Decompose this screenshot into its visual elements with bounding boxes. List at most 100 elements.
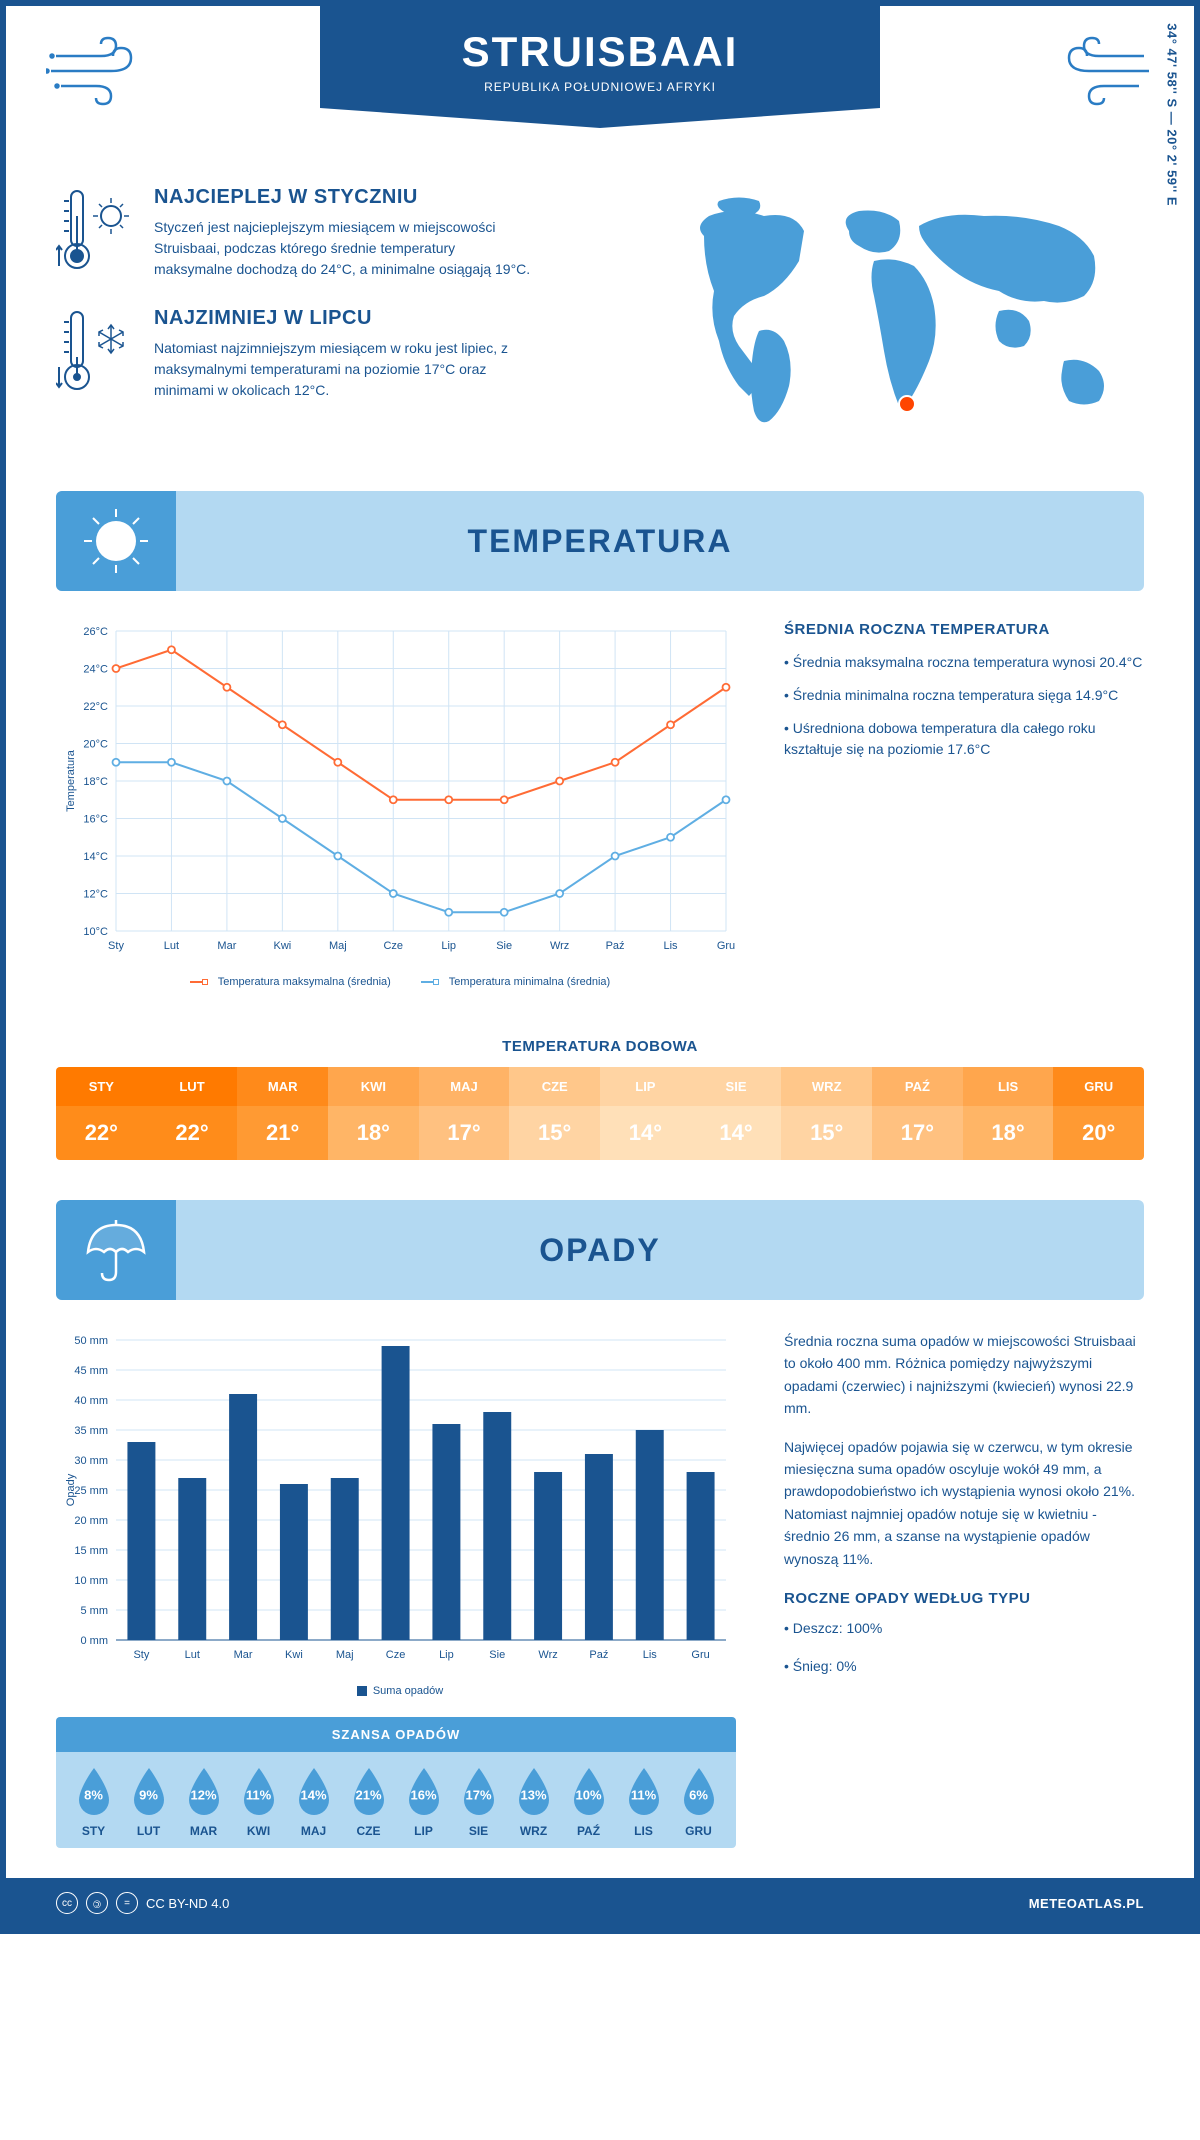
daily-temp-table: STY 22° LUT 22° MAR 21° KWI 18° MAJ 17° … xyxy=(56,1067,1144,1160)
raindrop-icon: 12% xyxy=(183,1766,225,1818)
intro-section: NAJCIEPLEJ W STYCZNIU Styczeń jest najci… xyxy=(6,176,1194,481)
svg-text:Gru: Gru xyxy=(717,940,735,952)
svg-text:Cze: Cze xyxy=(383,940,403,952)
temp-summary-heading: ŚREDNIA ROCZNA TEMPERATURA xyxy=(784,621,1144,638)
footer: cc 🄯 = CC BY-ND 4.0 METEOATLAS.PL xyxy=(6,1878,1194,1928)
chance-col: 13% WRZ xyxy=(506,1766,561,1838)
temp-table-col: MAJ 17° xyxy=(419,1067,510,1160)
raindrop-icon: 11% xyxy=(238,1766,280,1818)
temperature-chart: 10°C12°C14°C16°C18°C20°C22°C24°C26°CStyL… xyxy=(56,621,744,988)
chance-col: 12% MAR xyxy=(176,1766,231,1838)
precip-type-bullet: • Śnieg: 0% xyxy=(784,1655,1144,1677)
chance-col: 11% KWI xyxy=(231,1766,286,1838)
precip-type-heading: ROCZNE OPADY WEDŁUG TYPU xyxy=(784,1590,1144,1607)
coldest-text: Natomiast najzimniejszym miesiącem w rok… xyxy=(154,338,534,401)
svg-text:35 mm: 35 mm xyxy=(74,1425,108,1437)
temp-table-col: LIS 18° xyxy=(963,1067,1054,1160)
svg-text:Kwi: Kwi xyxy=(285,1649,303,1661)
svg-text:0 mm: 0 mm xyxy=(81,1635,109,1647)
svg-text:16°C: 16°C xyxy=(83,814,108,826)
location-marker xyxy=(899,396,915,412)
raindrop-icon: 9% xyxy=(128,1766,170,1818)
chance-col: 14% MAJ xyxy=(286,1766,341,1838)
temperature-summary: ŚREDNIA ROCZNA TEMPERATURA • Średnia mak… xyxy=(784,621,1144,988)
svg-text:25 mm: 25 mm xyxy=(74,1485,108,1497)
chance-col: 17% SIE xyxy=(451,1766,506,1838)
precip-para: Średnia roczna suma opadów w miejscowośc… xyxy=(784,1330,1144,1420)
title-ribbon: STRUISBAAI REPUBLIKA POŁUDNIOWEJ AFRYKI xyxy=(320,6,880,128)
coordinates: 34° 47' 58'' S — 20° 2' 59'' E xyxy=(1165,23,1180,206)
chance-title: SZANSA OPADÓW xyxy=(56,1717,736,1752)
svg-text:12°C: 12°C xyxy=(83,889,108,901)
svg-text:Lut: Lut xyxy=(185,1649,200,1661)
svg-text:Wrz: Wrz xyxy=(550,940,569,952)
svg-text:14°C: 14°C xyxy=(83,851,108,863)
svg-text:22°C: 22°C xyxy=(83,701,108,713)
svg-text:Lis: Lis xyxy=(664,940,679,952)
svg-text:50 mm: 50 mm xyxy=(74,1335,108,1347)
warmest-text: Styczeń jest najcieplejszym miesiącem w … xyxy=(154,217,534,280)
chance-col: 10% PAŹ xyxy=(561,1766,616,1838)
svg-text:Kwi: Kwi xyxy=(273,940,291,952)
temp-table-col: PAŹ 17° xyxy=(872,1067,963,1160)
page-subtitle: REPUBLIKA POŁUDNIOWEJ AFRYKI xyxy=(330,80,870,94)
chance-col: 16% LIP xyxy=(396,1766,451,1838)
warmest-fact: NAJCIEPLEJ W STYCZNIU Styczeń jest najci… xyxy=(56,186,624,281)
svg-text:15 mm: 15 mm xyxy=(74,1545,108,1557)
svg-text:Sie: Sie xyxy=(496,940,512,952)
page: STRUISBAAI REPUBLIKA POŁUDNIOWEJ AFRYKI … xyxy=(0,0,1200,1934)
precip-type-bullet: • Deszcz: 100% xyxy=(784,1617,1144,1639)
coldest-fact: NAJZIMNIEJ W LIPCU Natomiast najzimniejs… xyxy=(56,307,624,402)
precip-section-header: OPADY xyxy=(56,1200,1144,1300)
sun-icon xyxy=(56,491,176,591)
temp-bullet: • Średnia minimalna roczna temperatura s… xyxy=(784,685,1144,706)
svg-text:Maj: Maj xyxy=(336,1649,354,1661)
chance-col: 8% STY xyxy=(66,1766,121,1838)
svg-text:Mar: Mar xyxy=(234,1649,253,1661)
temp-table-col: SIE 14° xyxy=(691,1067,782,1160)
temp-table-col: WRZ 15° xyxy=(781,1067,872,1160)
svg-text:10 mm: 10 mm xyxy=(74,1575,108,1587)
daily-temp-title: TEMPERATURA DOBOWA xyxy=(6,1038,1194,1055)
precip-para: Najwięcej opadów pojawia się w czerwcu, … xyxy=(784,1436,1144,1570)
raindrop-icon: 13% xyxy=(513,1766,555,1818)
svg-text:Mar: Mar xyxy=(217,940,236,952)
chance-col: 21% CZE xyxy=(341,1766,396,1838)
raindrop-icon: 16% xyxy=(403,1766,445,1818)
raindrop-icon: 6% xyxy=(678,1766,720,1818)
svg-text:Opady: Opady xyxy=(65,1473,77,1506)
svg-text:Maj: Maj xyxy=(329,940,347,952)
svg-text:26°C: 26°C xyxy=(83,626,108,638)
svg-text:18°C: 18°C xyxy=(83,776,108,788)
header: STRUISBAAI REPUBLIKA POŁUDNIOWEJ AFRYKI xyxy=(6,6,1194,176)
cc-icon: cc xyxy=(56,1892,78,1914)
svg-text:20°C: 20°C xyxy=(83,739,108,751)
wind-icon xyxy=(1054,36,1154,118)
legend-max: Temperatura maksymalna (średnia) xyxy=(218,976,391,988)
precip-legend: Suma opadów xyxy=(56,1685,744,1697)
temperature-legend: Temperatura maksymalna (średnia) Tempera… xyxy=(56,976,744,988)
precip-chance-panel: SZANSA OPADÓW 8% STY 9% LUT 12% MAR 11% xyxy=(56,1717,736,1848)
wind-icon xyxy=(46,36,146,118)
raindrop-icon: 17% xyxy=(458,1766,500,1818)
warmest-title: NAJCIEPLEJ W STYCZNIU xyxy=(154,186,534,209)
temp-table-col: LUT 22° xyxy=(147,1067,238,1160)
thermometer-snow-icon xyxy=(56,307,136,402)
svg-text:Temperatura: Temperatura xyxy=(65,749,77,812)
world-map: 34° 47' 58'' S — 20° 2' 59'' E xyxy=(664,186,1144,451)
by-icon: 🄯 xyxy=(86,1892,108,1914)
svg-text:Lut: Lut xyxy=(164,940,179,952)
legend-sum: Suma opadów xyxy=(373,1685,443,1697)
coldest-title: NAJZIMNIEJ W LIPCU xyxy=(154,307,534,330)
temp-table-col: STY 22° xyxy=(56,1067,147,1160)
svg-text:Lis: Lis xyxy=(643,1649,658,1661)
temp-table-col: GRU 20° xyxy=(1053,1067,1144,1160)
svg-text:Wrz: Wrz xyxy=(538,1649,557,1661)
temperature-title: TEMPERATURA xyxy=(468,523,733,560)
raindrop-icon: 21% xyxy=(348,1766,390,1818)
raindrop-icon: 14% xyxy=(293,1766,335,1818)
svg-text:Paź: Paź xyxy=(606,940,625,952)
chance-col: 9% LUT xyxy=(121,1766,176,1838)
raindrop-icon: 11% xyxy=(623,1766,665,1818)
umbrella-icon xyxy=(56,1200,176,1300)
